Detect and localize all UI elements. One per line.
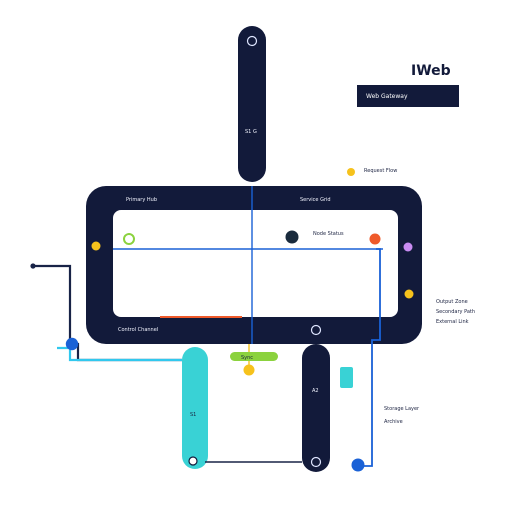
left-blue-node	[65, 337, 79, 351]
bottom-note-1: Storage Layer	[384, 406, 420, 412]
right-note-1: Output Zone	[436, 299, 468, 305]
center-yellow-node	[243, 364, 255, 376]
top-stem-text: S1 G	[245, 129, 257, 135]
right-blue-node	[351, 458, 365, 472]
right-note-2: Secondary Path	[436, 309, 475, 315]
frame-right-node	[403, 242, 413, 252]
cyan-pillar-bottom-node	[188, 456, 198, 466]
top-right-caption: Service Grid	[300, 197, 331, 203]
dark-pillar	[302, 344, 330, 472]
left-end-dot	[30, 263, 36, 269]
right-cyan-block	[340, 367, 353, 388]
top-left-caption: Primary Hub	[126, 197, 157, 203]
title-box-text: Web Gateway	[366, 93, 408, 100]
bottom-note-2: Archive	[384, 419, 403, 425]
top-note-text: Request Flow	[364, 168, 397, 174]
center-tag-text: Sync	[241, 355, 253, 361]
center-note: Node Status	[313, 231, 344, 237]
panel-green-node	[123, 233, 135, 245]
center-tag	[230, 352, 278, 361]
bottom-left-caption: Control Channel	[118, 327, 158, 333]
title-box	[357, 85, 459, 107]
right-route-line	[358, 317, 381, 467]
panel-orange-node	[369, 233, 381, 245]
frame-left-node	[91, 241, 101, 251]
left-cyan-connector	[57, 346, 182, 362]
top-note-dot	[347, 168, 355, 176]
panel-dark-node	[285, 230, 299, 244]
top-stem-icon	[246, 35, 258, 47]
dark-pillar-node	[310, 456, 322, 468]
right-note-3: External Link	[436, 319, 469, 325]
frame-right-lower-node	[404, 289, 414, 299]
panel-right-connector	[376, 248, 381, 317]
main-panel	[113, 210, 398, 317]
cyan-pillar-text: S1	[190, 412, 196, 418]
cyan-pillar	[182, 347, 208, 469]
frame-bottom-icon	[310, 324, 322, 336]
top-stem	[238, 26, 266, 182]
dark-pillar-text: A2	[312, 388, 319, 394]
brand-logo: IWeb	[411, 63, 451, 79]
